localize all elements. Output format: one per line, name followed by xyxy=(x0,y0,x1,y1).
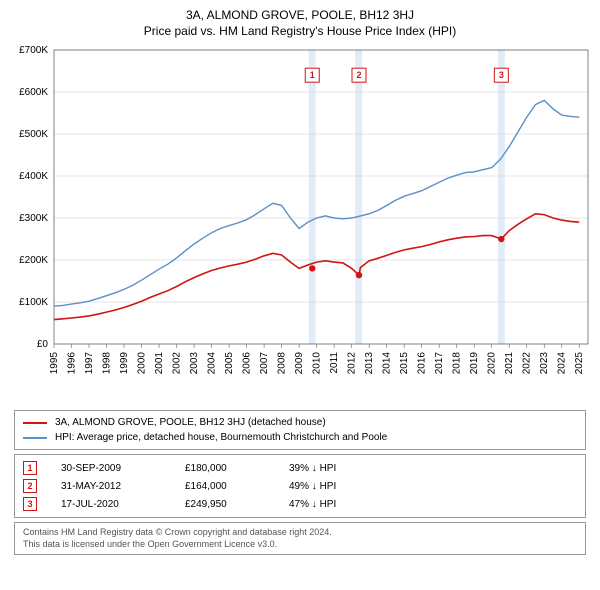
y-tick-label: £200K xyxy=(19,255,48,266)
y-tick-label: £700K xyxy=(19,45,48,56)
legend-swatch xyxy=(23,437,47,439)
x-tick-label: 2006 xyxy=(242,352,253,375)
legend: 3A, ALMOND GROVE, POOLE, BH12 3HJ (detac… xyxy=(14,410,586,450)
event-delta: 47% ↓ HPI xyxy=(289,499,336,510)
y-tick-label: £0 xyxy=(37,339,49,350)
y-tick-label: £600K xyxy=(19,87,48,98)
x-tick-label: 2013 xyxy=(364,352,375,375)
y-tick-label: £100K xyxy=(19,297,48,308)
event-delta: 49% ↓ HPI xyxy=(289,481,336,492)
chart-title: 3A, ALMOND GROVE, POOLE, BH12 3HJ xyxy=(6,8,594,22)
y-tick-label: £400K xyxy=(19,171,48,182)
x-tick-label: 1997 xyxy=(84,352,95,375)
x-tick-label: 2019 xyxy=(469,352,480,375)
event-date: 31-MAY-2012 xyxy=(61,481,161,492)
x-tick-label: 2025 xyxy=(574,352,585,375)
x-tick-label: 1996 xyxy=(67,352,78,375)
x-tick-label: 2018 xyxy=(452,352,463,375)
legend-item: HPI: Average price, detached house, Bour… xyxy=(23,430,577,445)
x-tick-label: 1998 xyxy=(102,352,113,375)
event-dot xyxy=(309,265,315,271)
x-tick-label: 2008 xyxy=(277,352,288,375)
events-table: 1 30-SEP-2009 £180,000 39% ↓ HPI 2 31-MAY-201… xyxy=(14,454,586,518)
event-band xyxy=(498,50,505,344)
x-tick-label: 2010 xyxy=(312,352,323,375)
x-tick-label: 1995 xyxy=(49,352,60,375)
event-marker-number: 1 xyxy=(310,70,315,80)
event-price: £164,000 xyxy=(185,481,265,492)
x-tick-label: 2000 xyxy=(137,352,148,375)
x-tick-label: 1999 xyxy=(119,352,130,375)
event-row: 2 31-MAY-2012 £164,000 49% ↓ HPI xyxy=(23,479,577,493)
x-tick-label: 2023 xyxy=(539,352,550,375)
x-tick-label: 2021 xyxy=(504,352,515,375)
line-chart: £0 £100K £200K £300K £400K £500K £600K £700K 199… xyxy=(6,44,594,404)
event-marker-number: 3 xyxy=(499,70,504,80)
legend-label: HPI: Average price, detached house, Bour… xyxy=(55,430,387,445)
y-tick-label: £500K xyxy=(19,129,48,140)
event-marker: 2 xyxy=(23,479,37,493)
x-tick-label: 2007 xyxy=(259,352,270,375)
event-delta: 39% ↓ HPI xyxy=(289,463,336,474)
y-tick-label: £300K xyxy=(19,213,48,224)
legend-item: 3A, ALMOND GROVE, POOLE, BH12 3HJ (detac… xyxy=(23,415,577,430)
x-tick-label: 2002 xyxy=(172,352,183,375)
event-row: 1 30-SEP-2009 £180,000 39% ↓ HPI xyxy=(23,461,577,475)
event-date: 17-JUL-2020 xyxy=(61,499,161,510)
event-row: 3 17-JUL-2020 £249,950 47% ↓ HPI xyxy=(23,497,577,511)
x-tick-label: 2022 xyxy=(522,352,533,375)
legend-swatch xyxy=(23,422,47,424)
x-tick-label: 2016 xyxy=(417,352,428,375)
event-date: 30-SEP-2009 xyxy=(61,463,161,474)
x-tick-label: 2012 xyxy=(347,352,358,375)
x-tick-label: 2004 xyxy=(207,352,218,375)
chart-subtitle: Price paid vs. HM Land Registry's House … xyxy=(6,24,594,38)
event-marker: 3 xyxy=(23,497,37,511)
event-price: £249,950 xyxy=(185,499,265,510)
event-price: £180,000 xyxy=(185,463,265,474)
chart-area: £0 £100K £200K £300K £400K £500K £600K £700K 199… xyxy=(6,44,594,404)
event-dot xyxy=(498,236,504,242)
x-tick-label: 2001 xyxy=(154,352,165,375)
license-line: Contains HM Land Registry data © Crown c… xyxy=(23,527,577,539)
x-tick-label: 2011 xyxy=(329,352,340,374)
x-tick-label: 2024 xyxy=(557,352,568,375)
x-tick-label: 2005 xyxy=(224,352,235,375)
x-tick-label: 2009 xyxy=(294,352,305,375)
event-dot xyxy=(356,272,362,278)
x-tick-label: 2003 xyxy=(189,352,200,375)
x-tick-label: 2014 xyxy=(382,352,393,375)
x-tick-label: 2017 xyxy=(434,352,445,375)
x-tick-label: 2020 xyxy=(487,352,498,375)
license-notice: Contains HM Land Registry data © Crown c… xyxy=(14,522,586,555)
license-line: This data is licensed under the Open Gov… xyxy=(23,539,577,551)
event-band xyxy=(309,50,316,344)
legend-label: 3A, ALMOND GROVE, POOLE, BH12 3HJ (detac… xyxy=(55,415,326,430)
event-band xyxy=(355,50,362,344)
event-marker-number: 2 xyxy=(356,70,361,80)
event-marker: 1 xyxy=(23,461,37,475)
x-tick-label: 2015 xyxy=(399,352,410,375)
